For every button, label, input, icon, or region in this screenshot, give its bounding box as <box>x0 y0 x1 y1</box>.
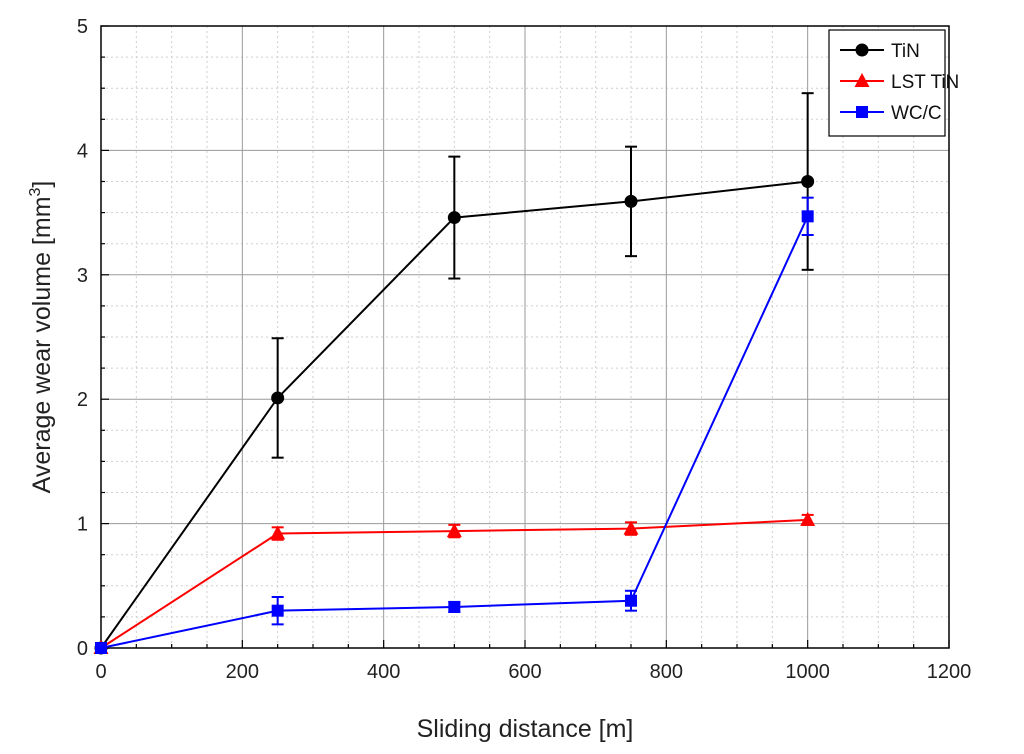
x-tick-label: 400 <box>367 661 400 683</box>
series-lst-tin <box>93 511 816 654</box>
series-tin <box>94 92 815 655</box>
y-axis-label-close: ] <box>28 181 56 188</box>
x-tick-label: 800 <box>650 661 683 683</box>
legend-box <box>828 29 946 137</box>
legend-item-tin: TiN <box>840 41 920 62</box>
x-tick-label: 0 <box>95 661 106 683</box>
axis-ticks: 0 200 400 600 800 1000 1200 0 1 2 3 4 5 <box>77 16 971 683</box>
x-tick-label: 1000 <box>785 661 830 683</box>
legend-label-lst-tin: LST TiN <box>891 72 959 93</box>
legend-marker-wc-c <box>856 106 868 118</box>
x-tick-label: 1200 <box>927 661 972 683</box>
data-point-tin <box>624 194 638 208</box>
y-axis-label-superscript: 3 <box>27 187 44 196</box>
data-point-wc-c <box>95 642 107 654</box>
data-point-lst-tin <box>270 525 286 540</box>
legend-marker-lst-tin <box>854 73 870 87</box>
data-point-lst-tin <box>446 523 462 538</box>
legend-marker-tin <box>855 43 869 57</box>
y-tick-label: 0 <box>77 638 88 660</box>
y-tick-label: 2 <box>77 389 88 411</box>
y-tick-label: 3 <box>77 265 88 287</box>
x-tick-label: 200 <box>226 661 259 683</box>
legend-item-lst-tin: LST TiN <box>840 72 959 93</box>
data-point-lst-tin <box>623 520 639 535</box>
data-point-wc-c <box>801 210 814 223</box>
data-point-tin <box>447 211 461 225</box>
legend-label-tin: TiN <box>891 41 920 62</box>
series-wc-c <box>95 196 814 654</box>
y-axis-label-main: Average wear volume [mm <box>28 196 56 493</box>
data-point-wc-c <box>625 594 637 607</box>
y-axis-label: Average wear volume [mm3] <box>27 181 56 494</box>
legend: TiN LST TiN WC/C <box>828 29 959 137</box>
series-layer <box>93 92 816 655</box>
data-point-wc-c <box>271 604 284 617</box>
data-point-tin <box>271 391 285 405</box>
data-point-lst-tin <box>800 511 816 526</box>
legend-label-wc-c: WC/C <box>891 103 942 124</box>
data-point-tin <box>801 175 815 188</box>
legend-item-wc-c: WC/C <box>840 103 942 124</box>
data-point-wc-c <box>448 600 461 613</box>
x-tick-label: 600 <box>508 661 541 683</box>
y-tick-label: 5 <box>77 16 88 38</box>
y-tick-label: 4 <box>77 140 88 162</box>
x-axis-label: Sliding distance [m] <box>417 715 634 743</box>
y-tick-label: 1 <box>77 514 88 536</box>
